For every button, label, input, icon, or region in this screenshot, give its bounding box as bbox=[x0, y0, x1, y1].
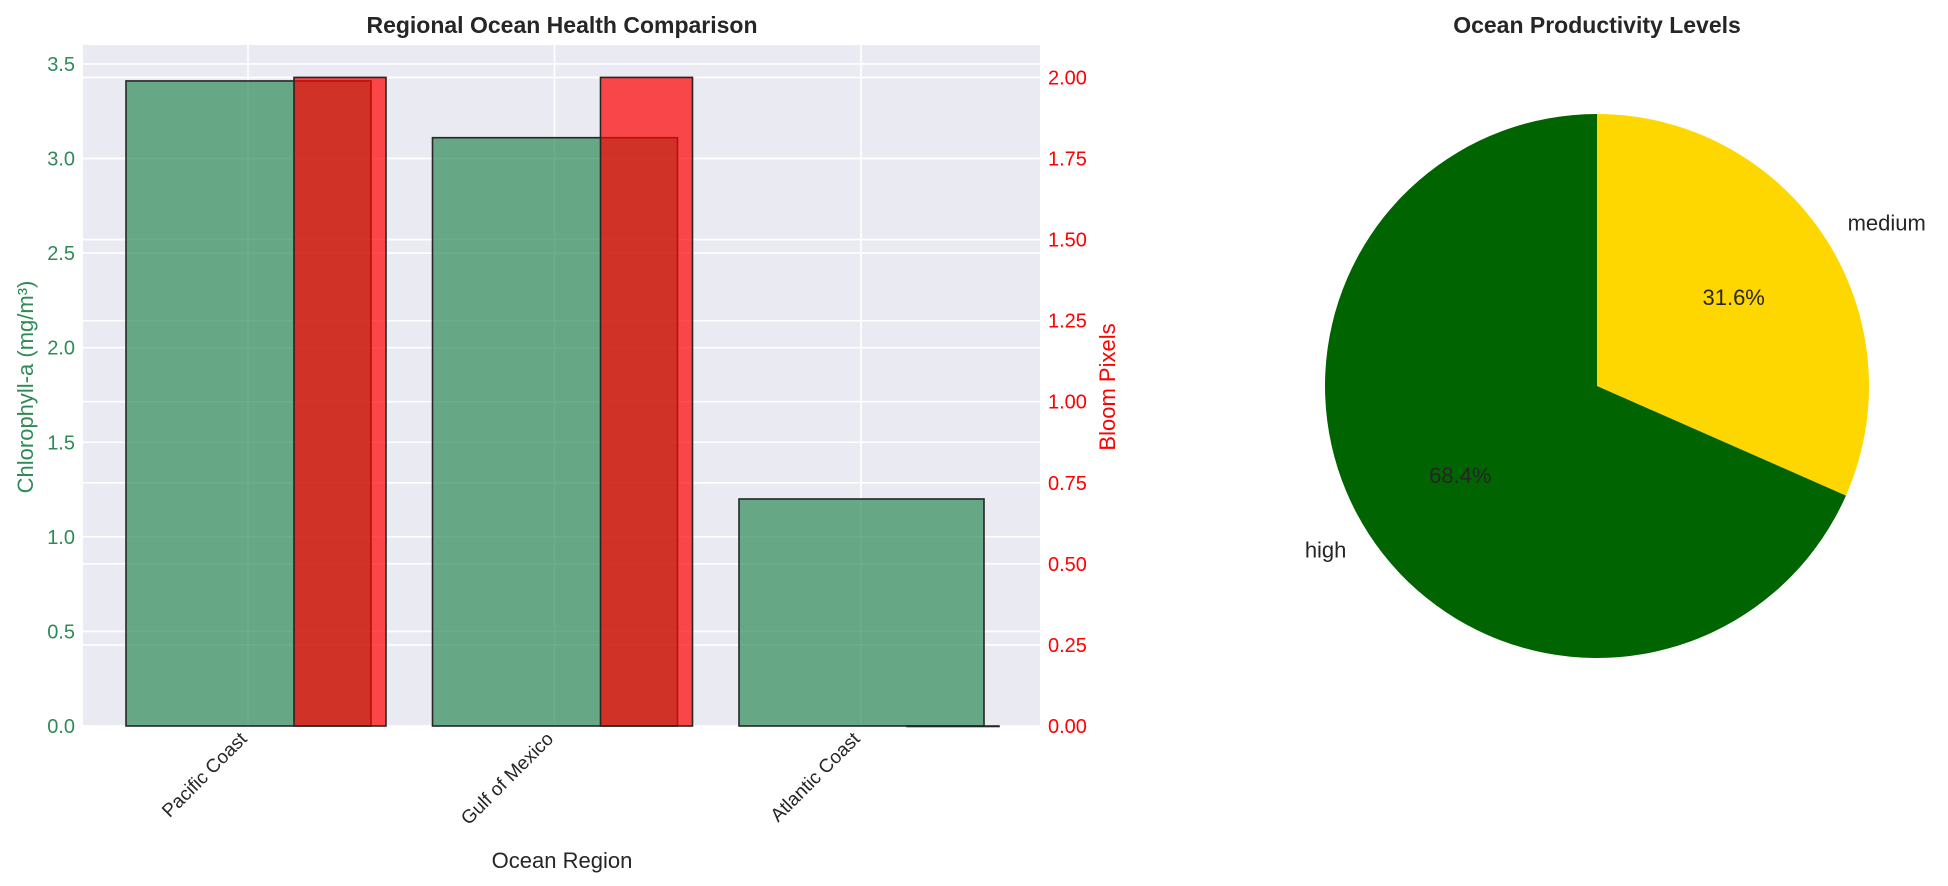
bar-chart: 0.0 0.5 1.0 1.5 2.0 2.5 3.0 3.5 0.00 0.25 0.50 0.7… bbox=[13, 12, 1120, 873]
bar-bloom-pixels bbox=[906, 725, 1000, 728]
x-tick-label: Gulf of Mexico bbox=[457, 729, 558, 830]
right-tick-label: 0.75 bbox=[1048, 473, 1087, 495]
x-axis-label: Ocean Region bbox=[492, 848, 633, 873]
pie-percent-label: 31.6% bbox=[1702, 285, 1764, 310]
bar-bloom-pixels bbox=[599, 76, 694, 727]
pie-slice-high bbox=[1324, 114, 1846, 658]
left-tick-label: 3.5 bbox=[47, 54, 75, 76]
right-tick-label: 0.50 bbox=[1048, 554, 1087, 576]
bar-bloom-pixels bbox=[293, 76, 387, 727]
left-tick-label: 0.5 bbox=[47, 621, 75, 643]
pie-slice-medium bbox=[1597, 114, 1869, 496]
x-tick-label: Pacific Coast bbox=[158, 728, 252, 822]
x-axis-ticks: Pacific Coast Gulf of Mexico Atlantic Coas… bbox=[158, 728, 865, 829]
right-tick-label: 1.00 bbox=[1048, 392, 1087, 414]
pie-label: medium bbox=[1848, 211, 1926, 236]
left-tick-label: 1.5 bbox=[47, 432, 75, 454]
right-y-axis-label: Bloom Pixels bbox=[1095, 323, 1120, 450]
left-axis-ticks: 0.0 0.5 1.0 1.5 2.0 2.5 3.0 3.5 bbox=[47, 54, 75, 738]
left-tick-label: 1.0 bbox=[47, 527, 75, 549]
right-tick-label: 0.00 bbox=[1048, 716, 1087, 738]
left-tick-label: 0.0 bbox=[47, 716, 75, 738]
right-axis-ticks: 0.00 0.25 0.50 0.75 1.00 1.25 1.50 1.75 2.00 bbox=[1048, 67, 1087, 738]
x-tick-label: Atlantic Coast bbox=[767, 728, 865, 826]
right-tick-label: 1.75 bbox=[1048, 149, 1087, 171]
bar-chart-title: Regional Ocean Health Comparison bbox=[366, 12, 757, 38]
bar-chlorophyll bbox=[738, 498, 985, 727]
pie-label: high bbox=[1305, 537, 1347, 562]
left-y-axis-label: Chlorophyll-a (mg/m³) bbox=[13, 281, 38, 494]
pie-percent-label: 68.4% bbox=[1429, 463, 1491, 488]
pie-slices: medium 31.6% high 68.4% bbox=[1305, 114, 1926, 658]
bars bbox=[125, 76, 1000, 728]
right-tick-label: 0.25 bbox=[1048, 635, 1087, 657]
pie-chart-title: Ocean Productivity Levels bbox=[1453, 12, 1741, 38]
pie-chart: Ocean Productivity Levels medium 31.6% hig… bbox=[1305, 12, 1926, 658]
left-tick-label: 3.0 bbox=[47, 149, 75, 171]
left-tick-label: 2.5 bbox=[47, 243, 75, 265]
right-tick-label: 1.50 bbox=[1048, 230, 1087, 252]
right-tick-label: 1.25 bbox=[1048, 311, 1087, 333]
right-tick-label: 2.00 bbox=[1048, 67, 1087, 89]
left-tick-label: 2.0 bbox=[47, 338, 75, 360]
